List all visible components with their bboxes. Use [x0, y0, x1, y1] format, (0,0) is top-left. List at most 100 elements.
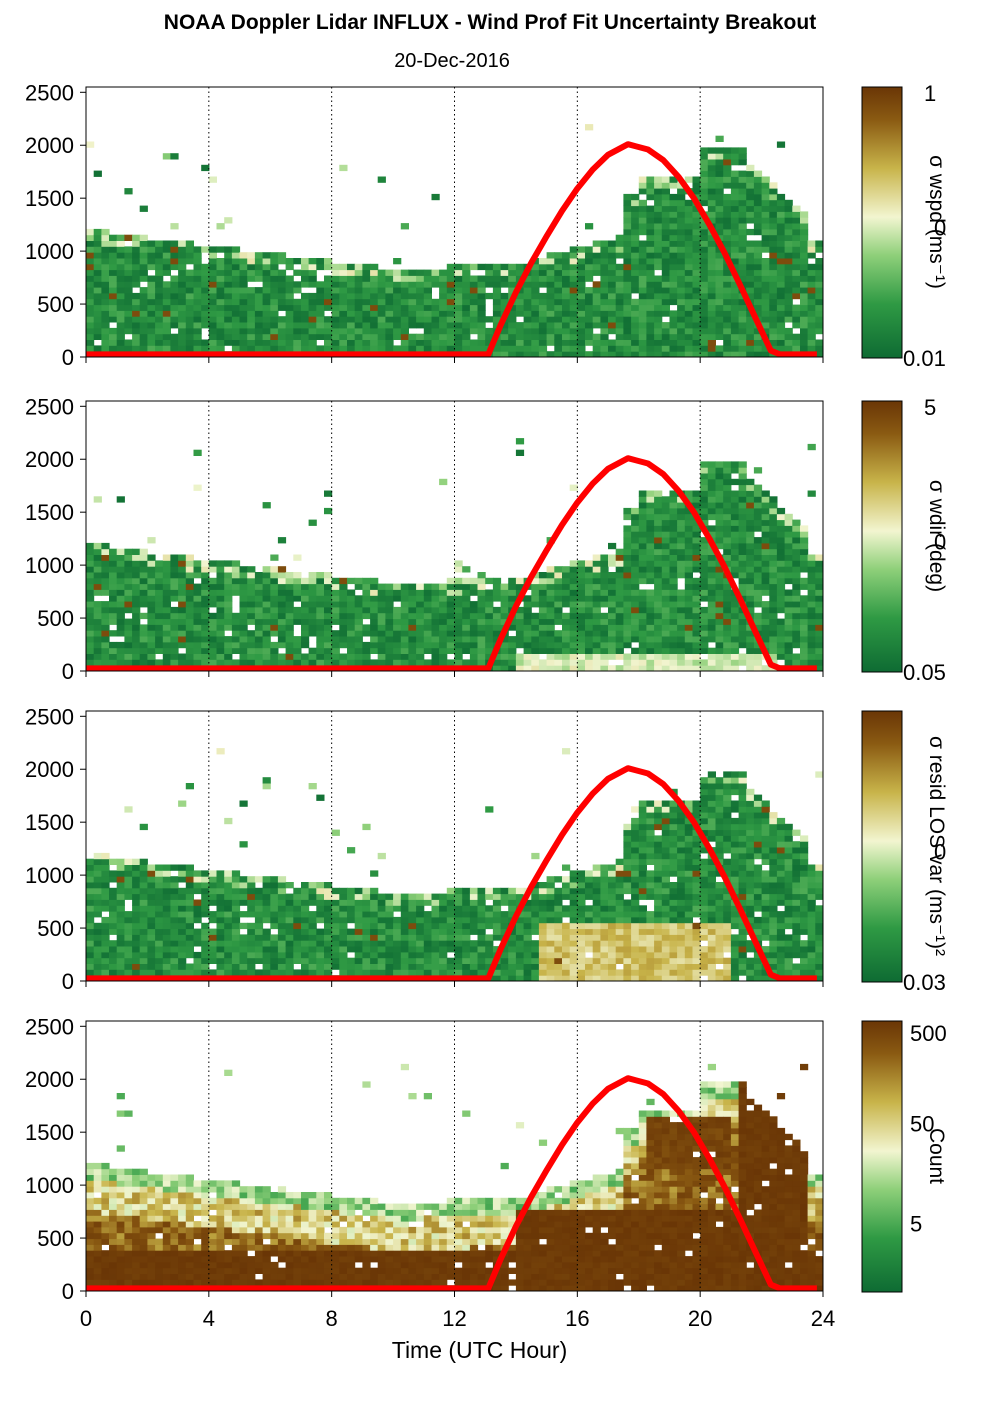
- heatmap-cell: [692, 327, 701, 335]
- heatmap-cell: [109, 893, 118, 900]
- heatmap-cell: [262, 304, 271, 311]
- heatmap-cell: [277, 911, 287, 918]
- heatmap-cell: [538, 327, 548, 335]
- heatmap-cell: [93, 636, 102, 643]
- heatmap-cell: [385, 310, 394, 317]
- heatmap-cell: [93, 876, 102, 883]
- heatmap-cell: [377, 269, 386, 276]
- heatmap-cell: [339, 310, 348, 317]
- heatmap-cell: [769, 188, 778, 195]
- heatmap-cell: [592, 630, 601, 637]
- heatmap-cell: [569, 572, 578, 579]
- heatmap-cell: [692, 566, 701, 573]
- heatmap-cell: [769, 287, 778, 294]
- heatmap-cell: [208, 911, 217, 918]
- heatmap-cell: [293, 899, 302, 906]
- heatmap-cell: [500, 946, 509, 953]
- heatmap-cell: [477, 630, 486, 637]
- heatmap-cell: [331, 928, 340, 935]
- heatmap-cell: [500, 963, 509, 970]
- heatmap-cell: [208, 882, 217, 889]
- heatmap-cell: [139, 916, 148, 924]
- heatmap-cell: [116, 957, 125, 964]
- heatmap-cell: [331, 589, 340, 596]
- heatmap-cell: [769, 601, 778, 608]
- heatmap-cell: [370, 963, 379, 970]
- heatmap-cell: [692, 217, 701, 224]
- heatmap-cell: [585, 589, 594, 596]
- heatmap-cell: [446, 310, 455, 317]
- heatmap-cell: [285, 304, 294, 311]
- heatmap-cell: [723, 176, 732, 183]
- heatmap-cell: [623, 560, 632, 567]
- heatmap-cell: [93, 624, 102, 631]
- heatmap-cell: [385, 345, 394, 352]
- heatmap-cell: [784, 531, 793, 538]
- heatmap-cell: [753, 269, 763, 276]
- heatmap-cell: [270, 630, 279, 637]
- heatmap-cell: [339, 905, 348, 912]
- heatmap-cell: [631, 665, 640, 672]
- heatmap-cell: [608, 287, 617, 294]
- heatmap-cell: [515, 583, 525, 590]
- heatmap-cell: [178, 870, 187, 877]
- heatmap-cell: [715, 566, 724, 573]
- heatmap-cell: [761, 618, 770, 625]
- heatmap-cell: [201, 870, 210, 877]
- heatmap-cell: [162, 292, 171, 300]
- heatmap-cell: [93, 542, 102, 550]
- heatmap-cell: [646, 287, 655, 294]
- heatmap-cell: [262, 636, 271, 643]
- heatmap-cell: [208, 946, 217, 953]
- heatmap-cell: [692, 577, 701, 585]
- heatmap-cell: [270, 647, 279, 654]
- heatmap-cell: [393, 304, 402, 311]
- heatmap-cell: [692, 246, 701, 253]
- heatmap-cell: [339, 887, 348, 895]
- heatmap-cell: [485, 589, 494, 596]
- heatmap-cell: [308, 333, 317, 340]
- heatmap-cell: [139, 601, 148, 608]
- heatmap-cell: [201, 322, 210, 329]
- heatmap-cell: [800, 595, 809, 602]
- heatmap-cell: [692, 228, 701, 236]
- heatmap-cell: [162, 287, 171, 294]
- heatmap-cell: [577, 572, 586, 579]
- heatmap-cell: [400, 636, 409, 643]
- heatmap-cell: [101, 333, 110, 340]
- heatmap-cell: [538, 310, 548, 317]
- heatmap-cell: [86, 228, 95, 236]
- heatmap-cell: [638, 548, 647, 555]
- heatmap-cell: [730, 537, 740, 544]
- heatmap-cell: [208, 899, 217, 906]
- heatmap-cell: [631, 258, 640, 265]
- heatmap-cell: [239, 275, 248, 282]
- heatmap-cell: [162, 595, 171, 602]
- heatmap-cell: [347, 899, 356, 906]
- heatmap-cell: [362, 887, 371, 895]
- heatmap-cell: [469, 292, 479, 300]
- heatmap-cell: [684, 234, 693, 241]
- heatmap-cell: [93, 887, 102, 895]
- heatmap-cell: [109, 940, 118, 947]
- heatmap-cell: [324, 606, 333, 614]
- heatmap-cell: [324, 928, 333, 935]
- heatmap-cell: [408, 618, 417, 625]
- heatmap-cell: [139, 345, 148, 352]
- heatmap-cell: [147, 287, 156, 294]
- heatmap-cell: [738, 496, 747, 503]
- heatmap-cell: [746, 287, 755, 294]
- heatmap-cell: [646, 223, 655, 230]
- heatmap-cell: [446, 922, 455, 930]
- heatmap-cell: [730, 345, 740, 352]
- heatmap-cell: [669, 624, 678, 631]
- heatmap-cell: [224, 887, 233, 895]
- heatmap-cell: [339, 339, 348, 346]
- heatmap-cell: [201, 653, 210, 660]
- heatmap-cell: [807, 327, 816, 335]
- heatmap-cell: [723, 263, 732, 271]
- heatmap-cell: [477, 618, 486, 625]
- heatmap-cell: [247, 905, 256, 912]
- heatmap-cell: [270, 589, 279, 596]
- heatmap-cell: [331, 905, 340, 912]
